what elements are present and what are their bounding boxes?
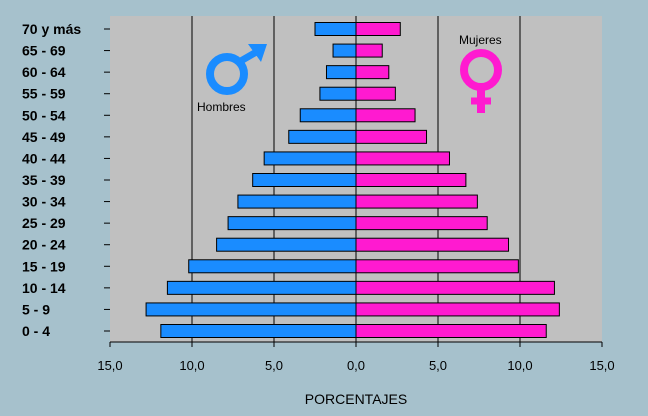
female-bar — [355, 194, 478, 209]
female-bar — [355, 216, 488, 231]
age-group-label: 10 - 14 — [22, 280, 66, 296]
age-group-label: 70 y más — [22, 21, 81, 37]
female-bar — [355, 65, 390, 80]
male-bar — [252, 173, 357, 187]
x-tick-label: 10,0 — [179, 358, 204, 373]
x-axis-title: PORCENTAJES — [305, 391, 407, 407]
age-group-label: 0 - 4 — [22, 323, 50, 339]
bars — [145, 22, 560, 338]
male-bar — [288, 129, 357, 144]
age-group-label: 30 - 34 — [22, 194, 66, 210]
female-symbol-icon — [460, 49, 502, 113]
male-bar — [227, 216, 357, 231]
female-bar — [355, 280, 555, 295]
age-group-label: 15 - 19 — [22, 258, 66, 274]
age-group-label: 65 - 69 — [22, 43, 66, 59]
age-group-label: 35 - 39 — [22, 172, 66, 188]
female-bar — [355, 22, 401, 36]
female-bar — [355, 43, 383, 58]
female-bar — [355, 259, 519, 274]
male-bar — [299, 108, 357, 123]
female-bar — [355, 324, 547, 338]
female-bar — [355, 237, 510, 252]
age-group-label: 55 - 59 — [22, 86, 66, 102]
x-tick-label: 15,0 — [97, 358, 122, 373]
male-bar — [145, 302, 357, 317]
female-bar — [355, 151, 450, 166]
male-bar — [160, 324, 357, 338]
male-bar — [237, 194, 357, 209]
age-group-label: 20 - 24 — [22, 237, 66, 253]
age-group-label: 25 - 29 — [22, 215, 66, 231]
male-bar — [216, 237, 357, 252]
male-bar — [188, 259, 357, 274]
male-bar — [319, 86, 357, 101]
male-bar — [166, 280, 357, 295]
female-legend-label: Mujeres — [459, 33, 502, 47]
age-group-labels: 0 - 4 5 - 9 10 - 14 15 - 19 20 - 24 25 - 29 30… — [22, 21, 110, 339]
age-group-label: 50 - 54 — [22, 107, 66, 123]
female-bar — [355, 108, 416, 123]
age-group-label: 45 - 49 — [22, 129, 66, 145]
age-group-label: 40 - 44 — [22, 150, 66, 166]
x-tick-label: 15,0 — [589, 358, 614, 373]
x-tick-labels: 15,0 10,0 5,0 0,0 5,0 10,0 15,0 — [97, 341, 615, 373]
female-bar — [355, 173, 467, 187]
x-tick-label: 10,0 — [507, 358, 532, 373]
female-bar — [355, 86, 396, 101]
x-tick-label: 5,0 — [265, 358, 283, 373]
x-tick-label: 5,0 — [429, 358, 447, 373]
male-symbol-icon — [206, 44, 267, 95]
x-tick-label: 0,0 — [347, 358, 365, 373]
female-bar — [355, 302, 560, 317]
male-bar — [263, 151, 357, 166]
male-bar — [332, 43, 357, 58]
male-bar — [325, 65, 357, 80]
female-bar — [355, 129, 428, 144]
age-group-label: 5 - 9 — [22, 301, 50, 317]
male-bar — [314, 22, 357, 36]
male-legend-label: Hombres — [197, 100, 246, 114]
age-group-label: 60 - 64 — [22, 64, 66, 80]
